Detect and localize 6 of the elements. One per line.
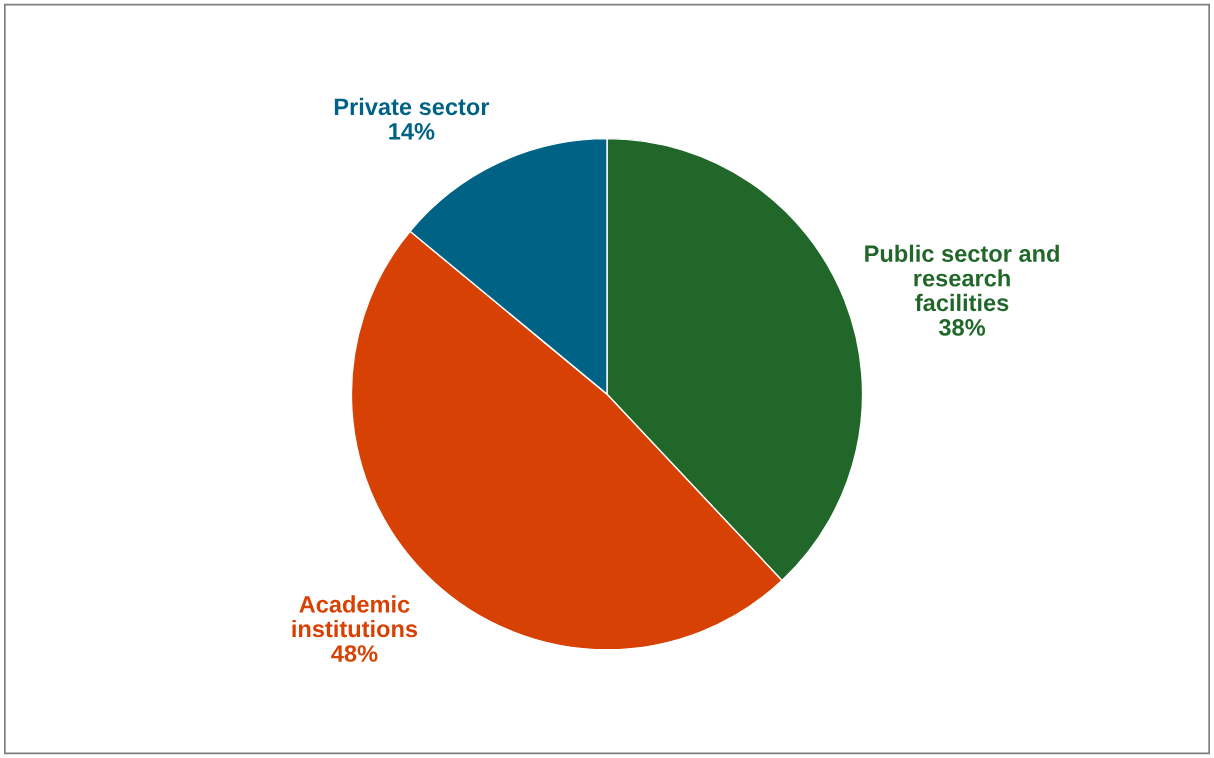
data-label: 38%: [938, 319, 986, 336]
slice-label: Public sector and research facilities: [865, 244, 1059, 312]
data-label: 48%: [331, 645, 378, 662]
slice-label: Academic institutions: [292, 595, 418, 638]
data-label: 14%: [389, 123, 435, 140]
slice-label: Private sector: [334, 97, 490, 116]
